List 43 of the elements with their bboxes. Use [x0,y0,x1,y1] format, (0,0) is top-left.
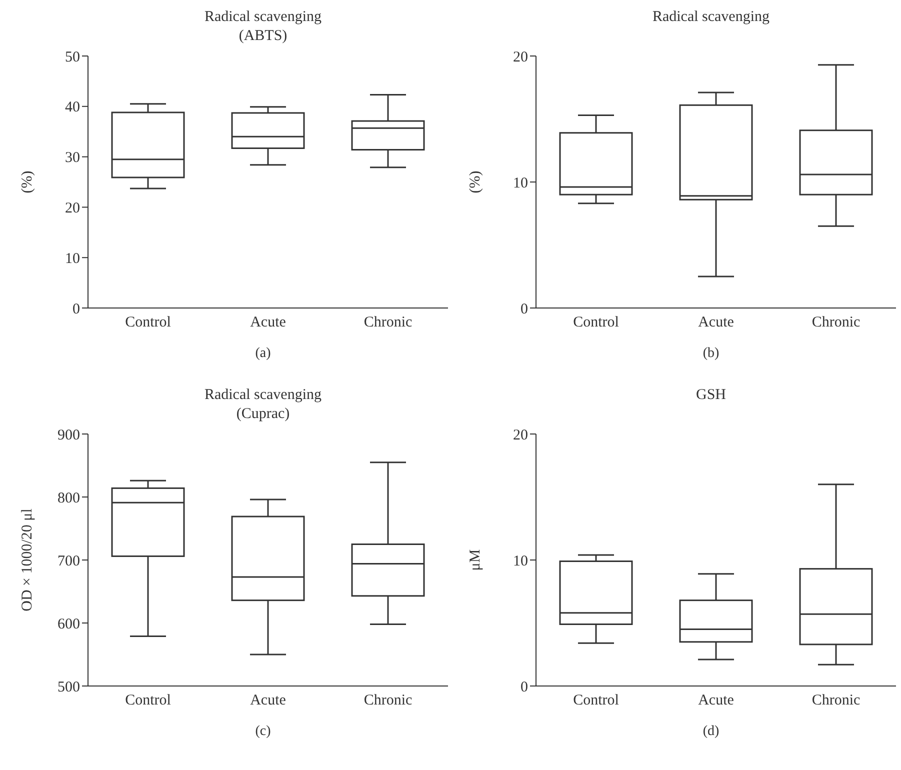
x-tick-label: Acute [250,314,286,331]
x-tick-label: Chronic [364,314,413,331]
chart-title: Radical scavenging [203,8,323,27]
chart-title: Radical scavenging [651,8,771,27]
y-tick-label: 40 [65,100,80,116]
text: (b) [702,346,720,362]
chart-title: GSH [694,386,727,405]
y-tick-label: 10 [65,250,80,267]
x-tick-label: Control [125,692,171,709]
x-tick-label: Control [573,314,619,331]
x-tick-label: Chronic [812,692,861,709]
y-axis-title: (%) [19,170,36,194]
y-axis-title: μM [467,549,484,571]
text: (c) [254,724,272,740]
y-tick-label: 50 [65,49,80,66]
y-axis-title: (%) [467,170,484,194]
text: (d) [702,724,720,740]
y-tick-label: 500 [58,679,80,696]
y-tick-label: 800 [58,490,80,506]
chart-title: Radical scavenging [203,386,323,405]
chart-subtitle: (Cuprac) [235,405,291,424]
y-tick-label: 900 [58,427,80,444]
x-tick-label: Chronic [364,692,413,709]
text: (a) [254,346,272,362]
y-tick-label: 10 [513,553,528,570]
x-tick-label: Chronic [812,314,861,331]
y-tick-label: 10 [513,175,528,192]
y-tick-label: 0 [520,679,528,696]
y-tick-label: 700 [58,553,80,570]
y-axis-title: OD × 1000/20 μl [19,508,36,612]
chart-subtitle: (ABTS) [238,27,288,46]
x-tick-label: Acute [698,314,734,331]
y-tick-label: 20 [513,427,528,444]
y-tick-label: 600 [58,616,80,632]
x-tick-label: Control [573,692,619,709]
x-tick-label: Control [125,314,171,331]
y-tick-label: 30 [65,150,80,166]
y-tick-label: 0 [72,301,80,318]
x-tick-label: Acute [698,692,734,709]
y-tick-label: 20 [65,200,80,217]
y-tick-label: 20 [513,49,528,66]
y-tick-label: 0 [520,301,528,318]
x-tick-label: Acute [250,692,286,709]
